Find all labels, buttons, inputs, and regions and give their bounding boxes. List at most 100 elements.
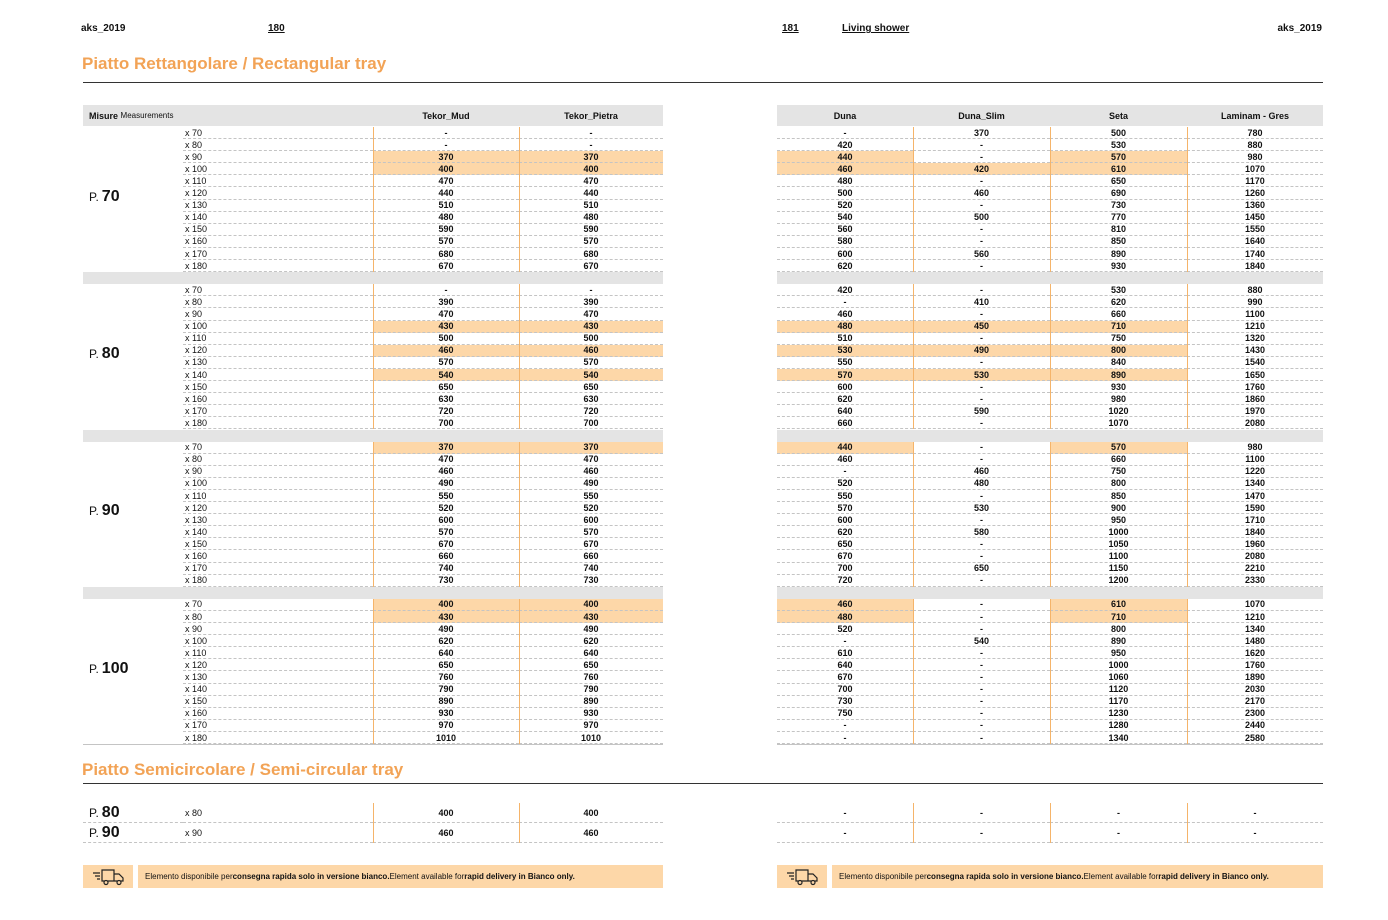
size-label: x 180 <box>183 260 373 273</box>
group-number: 90 <box>101 502 120 520</box>
price-cell: 1070 <box>1050 417 1187 430</box>
price-cell: 680 <box>519 248 663 261</box>
price-cell: - <box>913 224 1050 236</box>
note-text: Element available for <box>1083 872 1159 881</box>
price-cell: 570 <box>519 526 663 539</box>
price-cell: 1150 <box>1050 563 1187 575</box>
price-cell: 750 <box>1050 333 1187 345</box>
price-cell: - <box>519 284 663 297</box>
delivery-truck-icon <box>787 868 818 885</box>
price-cell: 2080 <box>1187 417 1323 430</box>
group-prefix: P. <box>89 504 99 519</box>
semi-title-divider <box>83 783 1323 784</box>
price-cell: 1220 <box>1187 466 1323 478</box>
price-cell: 620 <box>777 393 913 406</box>
column-divider <box>913 284 914 430</box>
price-cell: - <box>913 236 1050 248</box>
price-cell: 750 <box>1050 466 1187 478</box>
group-prefix: P. <box>89 346 99 361</box>
price-cell: 1070 <box>1187 163 1323 176</box>
price-cell: - <box>913 417 1050 430</box>
price-cell: 950 <box>1050 647 1187 660</box>
size-label: x 80 <box>183 296 373 309</box>
price-cell: - <box>913 454 1050 466</box>
column-divider <box>913 598 914 745</box>
price-cell: 640 <box>777 405 913 418</box>
delivery-icon-cell-right <box>777 865 827 888</box>
price-cell: 2300 <box>1187 708 1323 720</box>
price-cell: 540 <box>777 212 913 224</box>
semi-label-p80: P. 80 <box>89 804 120 822</box>
price-cell: 400 <box>519 598 663 611</box>
price-cell: 1340 <box>1050 732 1187 745</box>
price-cell: 520 <box>777 478 913 490</box>
price-cell: 640 <box>519 647 663 660</box>
group-prefix: P. <box>89 661 99 676</box>
price-cell: - <box>777 296 913 309</box>
price-cell: - <box>373 127 519 140</box>
price-cell: 760 <box>519 672 663 684</box>
price-cell: 520 <box>519 502 663 515</box>
size-label: x 160 <box>183 708 373 720</box>
price-cell: 500 <box>777 188 913 200</box>
price-cell: 1640 <box>1187 236 1323 248</box>
note-bold: rapid delivery in Bianco only. <box>464 872 575 881</box>
price-cell: - <box>913 260 1050 273</box>
price-cell: 660 <box>373 551 519 563</box>
price-cell: 670 <box>373 538 519 551</box>
group-number: 70 <box>101 187 120 205</box>
price-cell: 460 <box>913 188 1050 200</box>
size-label: x 120 <box>183 502 373 515</box>
price-cell: 650 <box>913 563 1050 575</box>
price-cell: 400 <box>519 163 663 176</box>
price-cell: 1970 <box>1187 405 1323 418</box>
column-header-duna: Duna <box>777 105 913 126</box>
group-label-p100: P. 100 <box>89 660 129 678</box>
price-cell: - <box>913 151 1050 164</box>
price-cell: 650 <box>373 381 519 394</box>
price-cell: 670 <box>777 672 913 684</box>
price-cell: 2330 <box>1187 575 1323 587</box>
price-cell: 2080 <box>1187 551 1323 563</box>
group-separator <box>777 429 1323 442</box>
price-cell: 570 <box>1050 441 1187 454</box>
price-cell: 720 <box>519 405 663 418</box>
price-cell: - <box>373 284 519 297</box>
column-divider <box>373 598 374 745</box>
price-cell: 390 <box>373 296 519 309</box>
price-cell: 540 <box>519 369 663 382</box>
price-cell: 620 <box>519 635 663 648</box>
price-cell: 630 <box>373 393 519 406</box>
price-cell: 550 <box>777 357 913 369</box>
price-cell: 1100 <box>1187 309 1323 321</box>
price-cell: 1740 <box>1187 248 1323 261</box>
semi-label-p90: P. 90 <box>89 824 120 842</box>
price-cell: 1210 <box>1187 611 1323 624</box>
price-cell: 780 <box>1187 127 1323 140</box>
price-cell: 470 <box>373 309 519 321</box>
price-cell: 730 <box>777 696 913 708</box>
price-cell: 400 <box>519 803 663 823</box>
delivery-truck-icon <box>93 868 124 885</box>
price-cell: 650 <box>373 659 519 672</box>
price-cell: 420 <box>777 139 913 152</box>
price-cell: 770 <box>1050 212 1187 224</box>
price-cell: 1060 <box>1050 672 1187 684</box>
price-cell: 970 <box>373 720 519 732</box>
group-separator <box>777 272 1323 285</box>
price-cell: 1010 <box>519 732 663 745</box>
price-cell: - <box>913 696 1050 708</box>
column-divider <box>373 284 374 430</box>
price-cell: 600 <box>777 248 913 261</box>
price-cell: 840 <box>1050 357 1187 369</box>
price-cell: 1340 <box>1187 623 1323 636</box>
table-bottom-line <box>83 744 663 746</box>
price-cell: 490 <box>373 478 519 490</box>
size-label: x 90 <box>183 151 373 164</box>
price-cell: 1200 <box>1050 575 1187 587</box>
price-cell: 1620 <box>1187 647 1323 660</box>
column-divider <box>373 127 374 273</box>
price-cell: 610 <box>1050 163 1187 176</box>
price-cell: 880 <box>1187 139 1323 152</box>
price-cell: 740 <box>519 563 663 575</box>
